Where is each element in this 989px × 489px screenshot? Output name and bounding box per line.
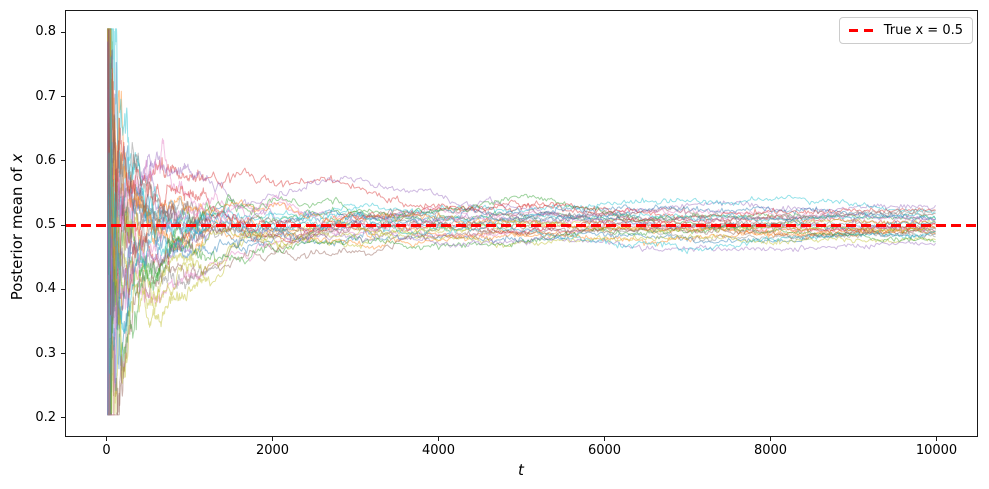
x-tick-mark — [272, 437, 273, 441]
plot-area: True x = 0.5 — [65, 10, 978, 437]
y-tick-mark — [61, 96, 65, 98]
y-tick-label: 0.6 — [35, 152, 56, 168]
x-tick-label: 4000 — [421, 443, 456, 458]
x-tick-label: 2000 — [255, 443, 290, 458]
x-tick-mark — [106, 437, 107, 441]
y-tick-label: 0.7 — [35, 88, 56, 104]
trace-lines-canvas — [66, 11, 977, 436]
y-tick-mark — [61, 353, 65, 355]
y-tick-mark — [61, 288, 65, 290]
y-tick-label: 0.2 — [35, 409, 56, 425]
x-tick-label: 8000 — [753, 443, 788, 458]
x-tick-label: 10000 — [915, 443, 958, 458]
y-tick-label: 0.8 — [35, 24, 56, 40]
x-tick-label: 0 — [102, 443, 111, 458]
y-tick-label: 0.4 — [35, 281, 56, 297]
legend-dashed-line-sample — [848, 29, 875, 32]
y-tick-mark — [61, 224, 65, 226]
y-tick-mark — [61, 31, 65, 33]
y-tick-mark — [61, 160, 65, 162]
legend: True x = 0.5 — [838, 17, 973, 44]
x-tick-mark — [438, 437, 439, 441]
y-tick-label: 0.5 — [35, 217, 56, 233]
x-tick-mark — [770, 437, 771, 441]
x-axis-label: t — [518, 461, 524, 479]
x-tick-mark — [936, 437, 937, 441]
x-tick-mark — [604, 437, 605, 441]
legend-label: True x = 0.5 — [883, 23, 963, 38]
x-tick-label: 6000 — [587, 443, 622, 458]
y-tick-label: 0.3 — [35, 345, 56, 361]
y-tick-mark — [61, 417, 65, 419]
